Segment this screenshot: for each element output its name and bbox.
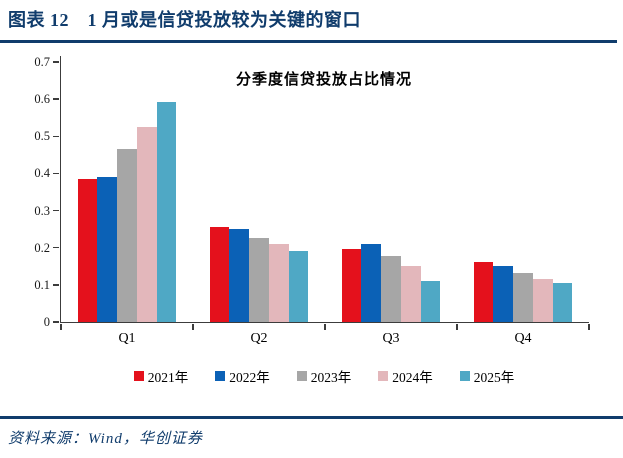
y-axis-tick-label: 0.3	[34, 203, 50, 218]
legend-swatch-2024	[378, 371, 389, 381]
source-note: 资料来源：Wind，华创证券	[8, 431, 203, 447]
legend-label-2022: 2022年	[229, 370, 270, 385]
legend-item-2024: 2024年	[378, 366, 433, 386]
legend-label-2025: 2025年	[473, 370, 515, 385]
y-axis-tick-label: 0.1	[34, 277, 50, 292]
bar-2021-q4	[473, 261, 494, 322]
legend-label-2024: 2024年	[392, 370, 433, 385]
bar-group-q2	[193, 227, 325, 322]
bar-group-q4	[457, 261, 589, 322]
legend-item-2021: 2021年	[133, 366, 189, 386]
chart-legend: 2021年 2022年 2023年 2024年 2025年	[60, 366, 588, 386]
x-axis-tick	[324, 323, 326, 330]
legend-swatch-2023	[296, 371, 307, 381]
plot-area: 0 0.1 0.2 0.3 0.4 0.5 0.6 0.7 Q1 Q2 Q3 Q4	[34, 55, 590, 346]
bar-group-q3	[325, 244, 457, 322]
bar-2023-q3	[381, 255, 401, 322]
legend-label-2023: 2023年	[310, 370, 352, 385]
bar-2022-q4	[493, 266, 514, 322]
y-axis-tick-label: 0.2	[34, 240, 50, 255]
bar-2022-q3	[361, 244, 382, 322]
x-axis-tick	[192, 323, 194, 330]
y-axis-tick	[53, 172, 59, 175]
y-axis-tick	[53, 61, 59, 63]
bar-2023-q2	[249, 238, 269, 322]
bar-2025-q3	[420, 281, 441, 322]
x-axis-label-q3: Q3	[382, 331, 400, 346]
bar-2024-q3	[400, 266, 421, 322]
header-divider	[0, 40, 617, 43]
y-axis-tick	[53, 209, 59, 212]
figure-title: 图表 12 1 月或是信贷投放较为关键的窗口	[8, 10, 361, 30]
y-axis-tick-label: 0.6	[34, 92, 50, 107]
legend-swatch-2022	[215, 371, 226, 381]
y-axis-tick-label: 0.5	[34, 129, 50, 144]
bar-2023-q4	[513, 272, 533, 322]
x-axis-tick	[456, 323, 458, 330]
bar-2024-q4	[532, 279, 553, 322]
y-axis-tick	[53, 321, 59, 323]
bar-2021-q1	[77, 179, 98, 322]
bar-2022-q2	[229, 229, 250, 322]
bar-group-q1	[61, 101, 193, 322]
chart-title: 分季度信贷投放占比情况	[235, 72, 412, 88]
x-axis-label-q1: Q1	[118, 331, 136, 346]
x-axis-label-q4: Q4	[514, 331, 532, 346]
legend-item-2025: 2025年	[459, 366, 515, 386]
legend-swatch-2021	[133, 371, 144, 381]
bar-2025-q4	[552, 283, 573, 322]
legend-label-2021: 2021年	[147, 370, 189, 385]
y-axis-tick	[53, 98, 59, 100]
bar-2022-q1	[97, 177, 118, 322]
bar-2025-q1	[156, 101, 177, 322]
footer-divider	[0, 416, 623, 419]
y-axis-tick-label: 0.4	[34, 166, 50, 181]
y-axis-tick-label: 0	[43, 315, 50, 329]
legend-swatch-2025	[459, 371, 470, 381]
x-axis-tick	[60, 323, 62, 330]
bar-2024-q2	[268, 244, 289, 322]
bar-2025-q2	[288, 251, 309, 322]
y-axis-tick	[53, 284, 59, 286]
y-axis-tick	[53, 246, 59, 249]
y-axis-tick	[53, 135, 59, 138]
x-axis-label-q2: Q2	[250, 331, 268, 346]
x-axis-tick	[588, 323, 590, 330]
bar-2021-q2	[209, 227, 230, 322]
legend-item-2022: 2022年	[215, 366, 270, 386]
bar-2023-q1	[117, 149, 137, 322]
bar-2021-q3	[341, 248, 362, 322]
bar-2024-q1	[136, 127, 157, 322]
y-axis-tick-label: 0.7	[34, 55, 50, 69]
legend-item-2023: 2023年	[296, 366, 352, 386]
